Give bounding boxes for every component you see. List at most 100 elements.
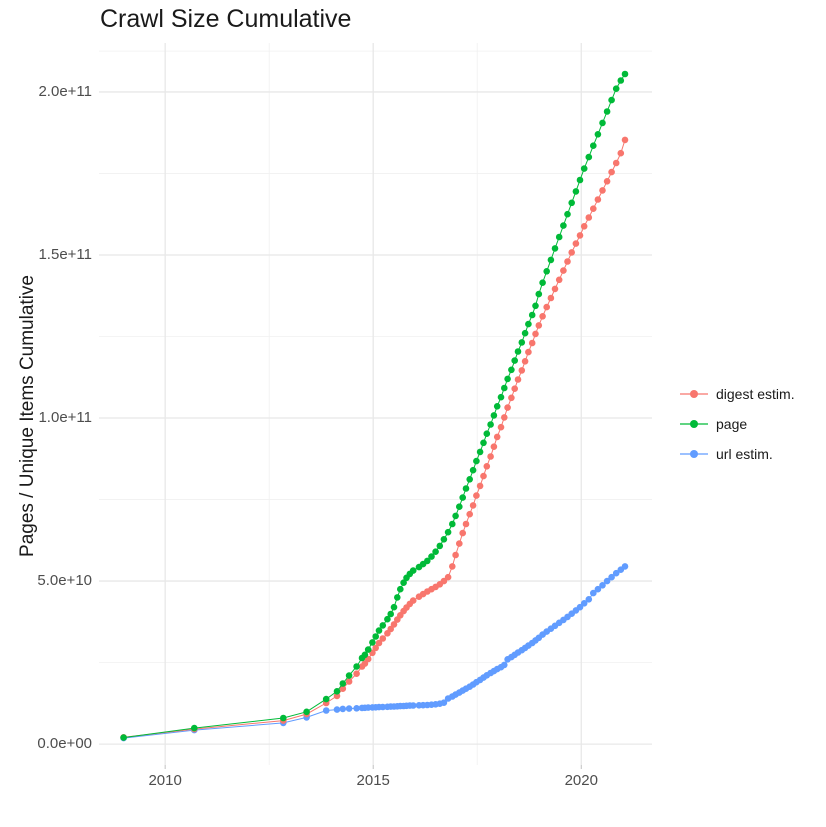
data-point bbox=[440, 536, 448, 543]
data-point bbox=[497, 423, 505, 431]
data-point bbox=[375, 627, 383, 634]
data-point bbox=[462, 520, 470, 528]
data-point bbox=[580, 600, 588, 607]
x-tick-label-0: 2010 bbox=[148, 772, 182, 789]
data-point bbox=[555, 233, 563, 241]
data-point bbox=[473, 492, 480, 499]
data-point bbox=[361, 660, 369, 667]
data-point bbox=[511, 385, 518, 393]
data-point bbox=[384, 615, 391, 623]
data-point bbox=[497, 393, 505, 401]
data-point bbox=[456, 503, 463, 511]
data-point bbox=[480, 472, 487, 480]
data-point bbox=[576, 176, 584, 184]
data-point bbox=[594, 131, 602, 138]
data-point bbox=[449, 563, 456, 570]
data-point bbox=[551, 285, 559, 293]
data-point bbox=[345, 672, 353, 679]
data-point bbox=[504, 375, 511, 383]
legend-label: url estim. bbox=[716, 446, 773, 462]
data-point bbox=[473, 457, 480, 465]
data-point bbox=[476, 448, 484, 456]
data-point bbox=[621, 563, 629, 570]
data-point bbox=[504, 404, 511, 411]
data-point bbox=[564, 210, 571, 218]
legend-item-page: page bbox=[678, 409, 795, 439]
data-point bbox=[528, 339, 536, 347]
data-point bbox=[490, 443, 498, 451]
legend-label: digest estim. bbox=[716, 386, 795, 402]
data-point bbox=[466, 510, 474, 518]
data-point bbox=[525, 320, 532, 328]
data-point bbox=[532, 302, 539, 310]
data-point bbox=[590, 205, 597, 212]
data-point bbox=[490, 412, 498, 419]
data-point bbox=[452, 551, 459, 559]
legend-label: page bbox=[716, 416, 748, 432]
data-point bbox=[535, 322, 543, 329]
data-point bbox=[339, 680, 347, 687]
data-point bbox=[608, 96, 615, 104]
data-point bbox=[590, 589, 597, 597]
data-point bbox=[369, 639, 376, 646]
data-point bbox=[599, 582, 606, 589]
data-point bbox=[459, 529, 467, 537]
data-point bbox=[621, 70, 629, 78]
data-point bbox=[456, 540, 463, 547]
data-point bbox=[612, 159, 620, 167]
data-point bbox=[576, 232, 584, 239]
data-point bbox=[603, 108, 611, 115]
data-point bbox=[322, 707, 330, 714]
data-point bbox=[469, 466, 477, 474]
legend-key-icon bbox=[680, 420, 708, 428]
data-point bbox=[585, 153, 593, 161]
y-tick-label-1: 5.0e+10 bbox=[37, 572, 92, 590]
data-point bbox=[508, 394, 515, 402]
data-point bbox=[409, 567, 417, 574]
data-point bbox=[547, 256, 555, 264]
data-point bbox=[493, 433, 501, 441]
data-point bbox=[483, 463, 491, 470]
data-point bbox=[462, 485, 470, 492]
data-point bbox=[572, 188, 580, 195]
data-point bbox=[483, 430, 491, 438]
data-point bbox=[440, 577, 448, 585]
data-point bbox=[390, 603, 398, 611]
data-point bbox=[444, 528, 452, 536]
data-point bbox=[547, 294, 555, 302]
data-point bbox=[612, 569, 620, 577]
data-point bbox=[521, 329, 529, 337]
data-point bbox=[612, 85, 620, 92]
data-point bbox=[521, 358, 529, 365]
data-point bbox=[353, 670, 360, 677]
y-tick-label-3: 1.5e+11 bbox=[38, 245, 92, 263]
data-point bbox=[409, 702, 417, 709]
legend-key-icon bbox=[680, 450, 708, 458]
legend-item-url-estim: url estim. bbox=[678, 439, 795, 469]
data-point bbox=[543, 303, 550, 311]
data-point bbox=[424, 557, 431, 565]
data-point bbox=[555, 276, 563, 284]
data-point bbox=[508, 366, 515, 374]
data-point bbox=[364, 646, 372, 653]
data-point bbox=[432, 548, 439, 555]
data-point bbox=[387, 625, 395, 633]
data-point bbox=[428, 553, 435, 560]
data-point bbox=[379, 622, 387, 629]
data-point bbox=[599, 187, 606, 194]
data-point bbox=[525, 348, 532, 356]
data-point bbox=[361, 651, 369, 659]
data-point bbox=[397, 585, 404, 593]
data-point bbox=[603, 577, 611, 585]
data-point bbox=[568, 249, 575, 256]
data-point bbox=[551, 245, 559, 252]
data-point bbox=[466, 476, 474, 483]
data-point bbox=[568, 199, 575, 207]
data-point bbox=[459, 494, 467, 501]
data-point bbox=[572, 240, 580, 247]
data-point bbox=[476, 482, 484, 490]
data-point bbox=[514, 348, 522, 355]
data-point bbox=[452, 512, 459, 520]
data-point bbox=[511, 357, 518, 364]
